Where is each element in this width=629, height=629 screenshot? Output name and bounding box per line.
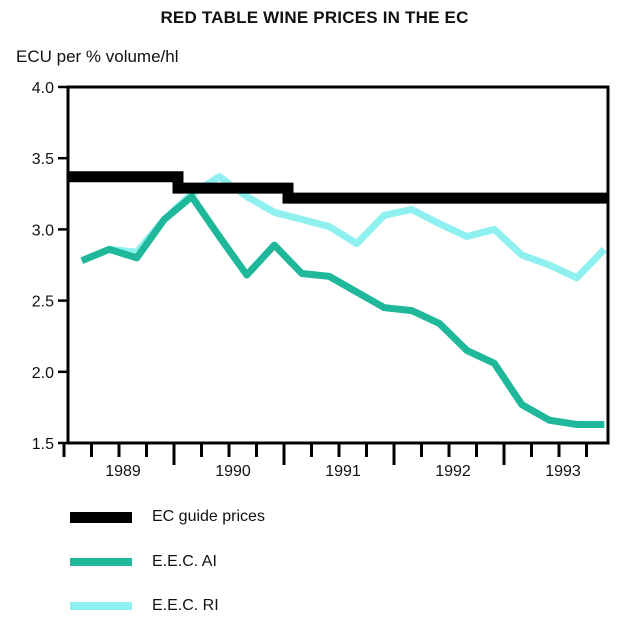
x-tick-label: 1993 (545, 463, 581, 480)
y-tick-label: 2.5 (32, 294, 54, 311)
legend-item-ai: E.E.C. AI (70, 553, 217, 571)
legend-label: E.E.C. RI (152, 597, 219, 614)
x-tick-label: 1992 (435, 463, 471, 480)
plot-frame (66, 85, 610, 445)
legend-item-guide: EC guide prices (70, 508, 265, 526)
legend-swatch-guide (70, 511, 132, 523)
legend-swatch-ai (70, 558, 132, 566)
legend-item-ri: E.E.C. RI (70, 597, 219, 615)
chart-title: RED TABLE WINE PRICES IN THE EC (160, 8, 469, 27)
y-tick-label: 4.0 (32, 80, 54, 97)
legend-label: E.E.C. AI (152, 553, 217, 570)
series-line-ec-guide-prices (68, 171, 607, 204)
legend-label: EC guide prices (152, 508, 265, 525)
x-tick-label: 1991 (325, 463, 361, 480)
x-tick-label: 1989 (105, 463, 141, 480)
y-tick-label: 3.5 (32, 151, 54, 168)
y-axis-label: ECU per % volume/hl (16, 47, 179, 66)
y-tick-label: 3.0 (32, 222, 54, 239)
legend-swatch-ri (70, 602, 132, 610)
x-tick-label: 1990 (215, 463, 251, 480)
y-tick-label: 2.0 (32, 365, 54, 382)
y-tick-label: 1.5 (32, 436, 54, 453)
series-line-eec-ai (80, 193, 605, 428)
